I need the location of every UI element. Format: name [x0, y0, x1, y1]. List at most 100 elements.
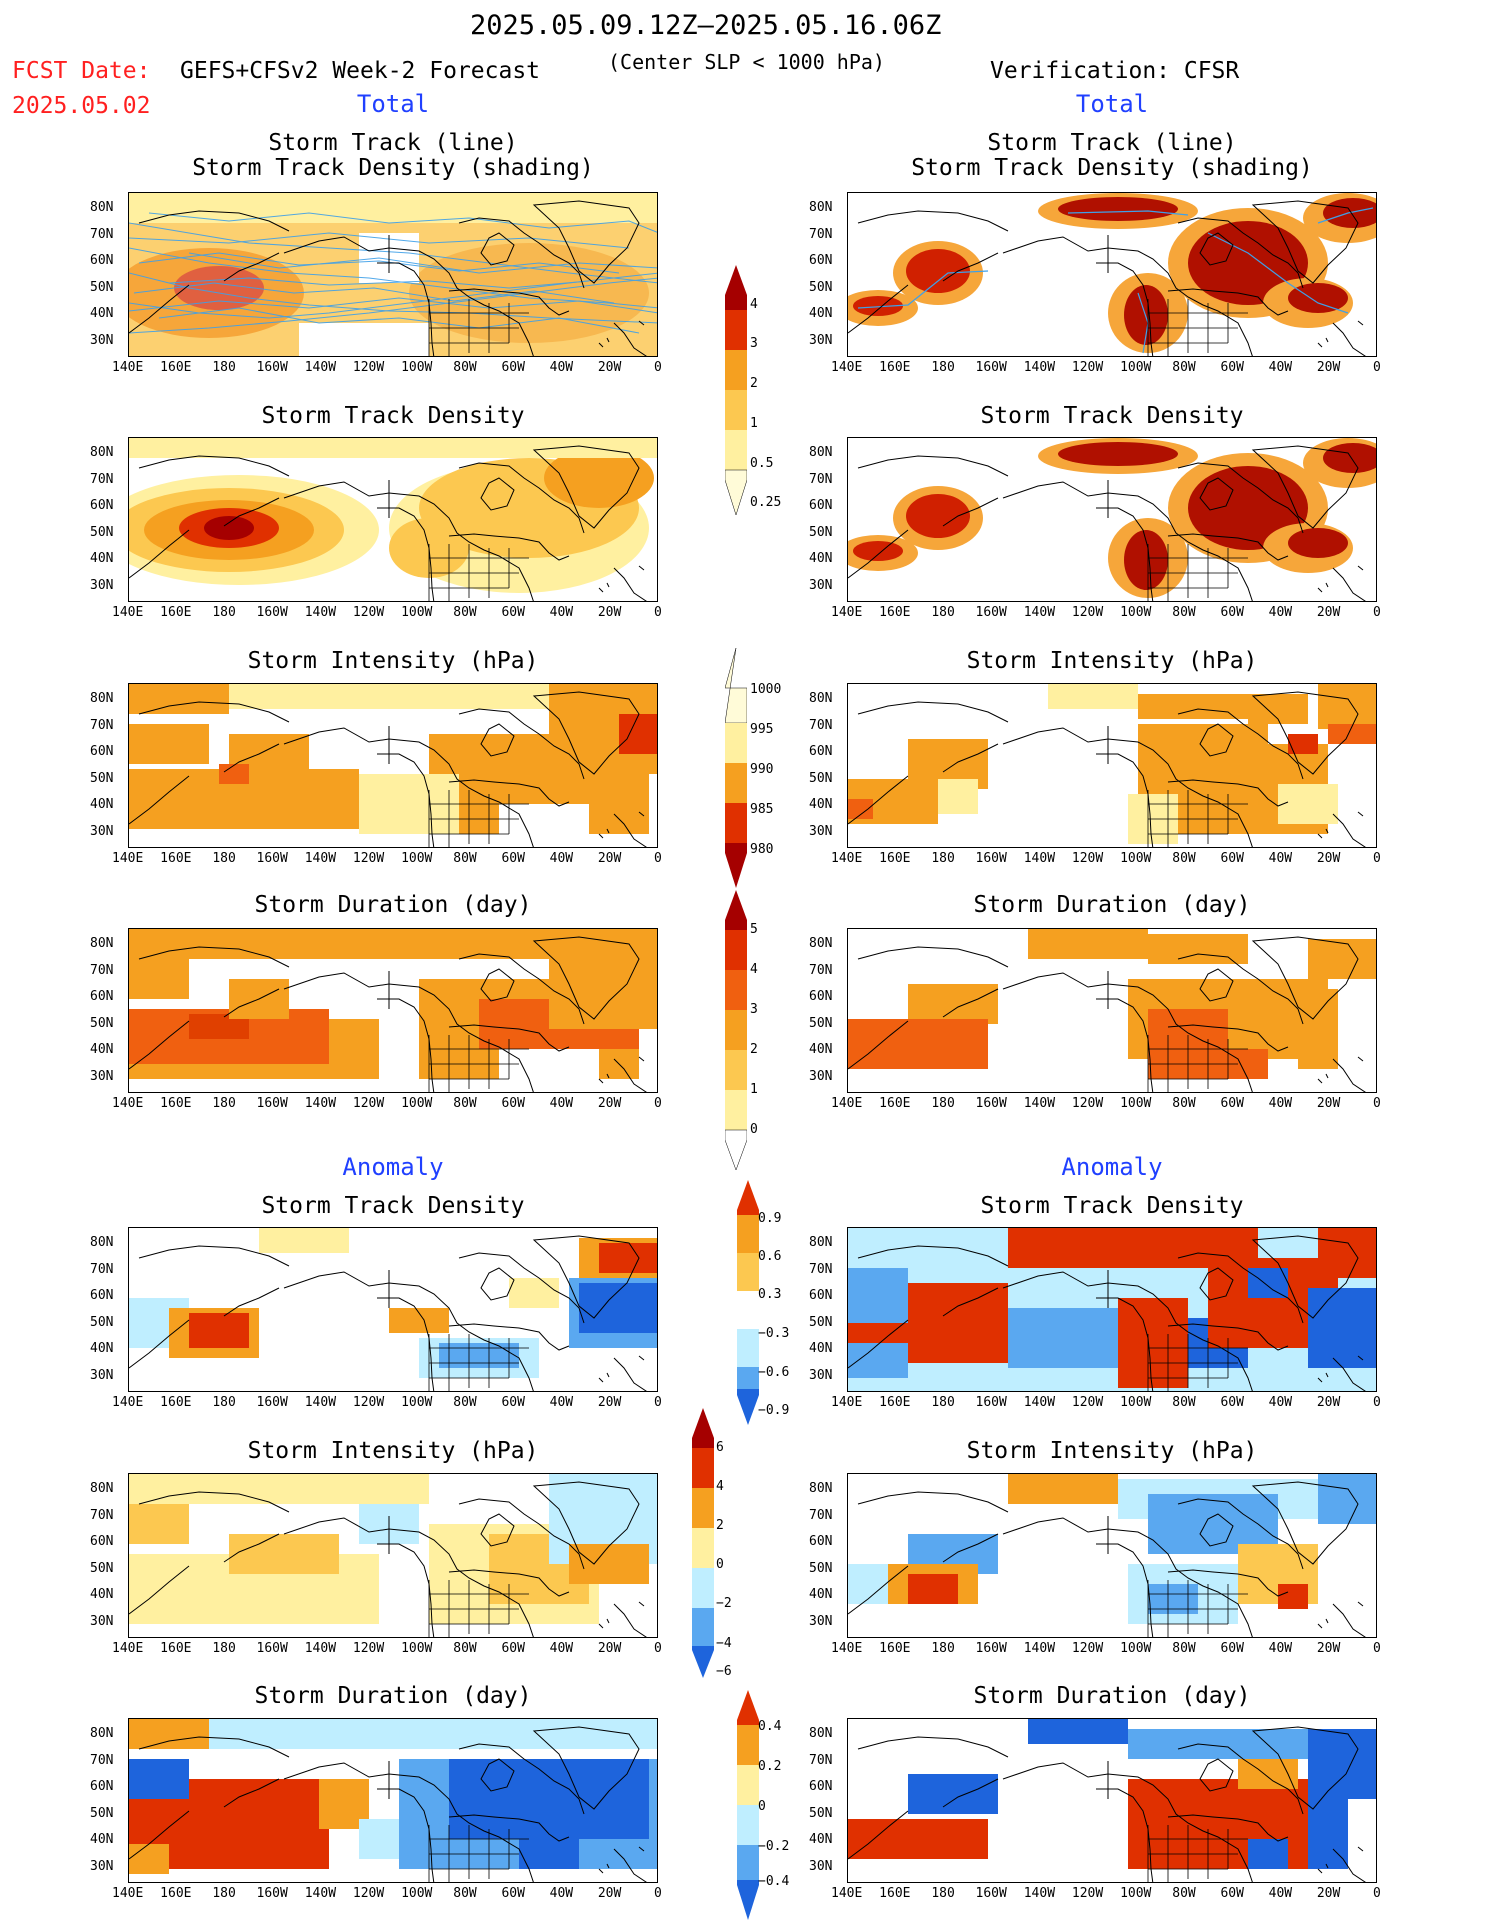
- lon-tick-label: 20W: [1316, 1096, 1341, 1111]
- lat-tick-label: 60N: [809, 744, 833, 760]
- lon-tick-label: 0: [654, 360, 662, 375]
- lon-tick-label: 40W: [1268, 1395, 1293, 1410]
- lon-tick-label: 40W: [549, 851, 574, 866]
- lon-tick-label: 80W: [1172, 360, 1196, 375]
- lon-tick-label: 140W: [1023, 851, 1056, 866]
- lon-tick-label: 0: [1373, 1641, 1381, 1656]
- colorbar-duration-total: [725, 890, 747, 1170]
- lon-tick-label: 60W: [501, 1096, 525, 1111]
- lon-tick-label: 20W: [597, 1395, 622, 1410]
- lon-tick-label: 140W: [1023, 1641, 1056, 1656]
- lon-tick-label: 160W: [975, 1096, 1007, 1111]
- lon-tick-label: 40W: [549, 1886, 574, 1901]
- lon-tick-label: 80W: [1172, 1096, 1196, 1111]
- lon-tick-label: 0: [654, 1886, 662, 1901]
- lat-tick-label: 80N: [90, 1481, 114, 1496]
- cb-intensity-anom-m4: −4: [716, 1636, 732, 1651]
- lat-tick-label: 70N: [90, 1261, 114, 1277]
- lon-tick-label: 160E: [879, 1641, 911, 1656]
- fcst-date-label: FCST Date:: [12, 58, 151, 84]
- cb-density-total-3: 3: [750, 336, 758, 351]
- lon-tick-label: 140E: [112, 851, 144, 866]
- lon-tick-label: 60W: [501, 360, 525, 375]
- lon-tick-label: 60W: [1220, 360, 1244, 375]
- cb-duration-total-0: 0: [750, 1122, 758, 1137]
- cb-duration-anom-0: 0: [758, 1799, 766, 1814]
- lon-tick-label: 120W: [352, 1395, 385, 1410]
- lat-tick-label: 60N: [90, 498, 114, 514]
- lon-tick-label: 20W: [1316, 851, 1341, 866]
- map-left-anom-density: [128, 1227, 658, 1392]
- lat-tick-label: 80N: [809, 936, 833, 951]
- lon-tick-label: 140W: [304, 360, 337, 375]
- lon-tick-label: 180: [931, 1096, 955, 1111]
- lon-tick-label: 120W: [1071, 360, 1104, 375]
- lat-tick-label: 50N: [809, 770, 833, 786]
- cb-duration-total-2: 2: [750, 1042, 758, 1057]
- lat-tick-label: 50N: [90, 1015, 114, 1031]
- left-density-title: Storm Track Density: [261, 403, 525, 429]
- lon-tick-label: 180: [212, 1395, 236, 1410]
- lat-tick-label: 70N: [90, 717, 114, 733]
- right-total-label: Total: [1075, 90, 1149, 118]
- lat-tick-label: 50N: [809, 1015, 833, 1031]
- lon-tick-label: 20W: [1316, 605, 1341, 620]
- lon-tick-label: 120W: [352, 1641, 385, 1656]
- lat-tick-label: 40N: [809, 797, 833, 813]
- cb-intensity-total-980: 980: [750, 842, 774, 857]
- lat-tick-label: 70N: [90, 471, 114, 487]
- lon-tick-label: 160E: [879, 360, 911, 375]
- lon-tick-label: 120W: [1071, 1641, 1104, 1656]
- lon-tick-label: 120W: [1071, 1096, 1104, 1111]
- lon-tick-label: 40W: [1268, 1641, 1293, 1656]
- lat-tick-label: 30N: [809, 1859, 833, 1875]
- lon-tick-label: 180: [931, 1395, 955, 1410]
- lon-tick-label: 20W: [597, 1886, 622, 1901]
- lon-tick-label: 180: [212, 605, 236, 620]
- lon-tick-label: 40W: [549, 1641, 574, 1656]
- lat-tick-label: 30N: [90, 1368, 114, 1384]
- lon-tick-label: 100W: [1120, 1096, 1152, 1111]
- colorbar-intensity-anom: [692, 1408, 714, 1678]
- lon-tick-label: 60W: [1220, 1096, 1244, 1111]
- lat-tick-label: 40N: [90, 306, 114, 322]
- lon-tick-label: 120W: [352, 360, 385, 375]
- map-left-track-line: [128, 192, 658, 357]
- lon-tick-label: 100W: [401, 851, 433, 866]
- lon-tick-label: 20W: [1316, 1886, 1341, 1901]
- lon-tick-label: 140E: [112, 1641, 144, 1656]
- lat-tick-label: 30N: [90, 1859, 114, 1875]
- lat-tick-label: 80N: [90, 445, 114, 460]
- lat-tick-label: 30N: [809, 1368, 833, 1384]
- fcst-date-value: 2025.05.02: [12, 93, 151, 119]
- cb-density-total-025: 0.25: [750, 495, 782, 510]
- map-right-track-density: [847, 437, 1377, 602]
- lon-tick-label: 180: [931, 851, 955, 866]
- lon-tick-label: 40W: [1268, 1096, 1293, 1111]
- lat-tick-label: 40N: [809, 1341, 833, 1357]
- cb-intensity-total-990: 990: [750, 762, 774, 777]
- left-anom-duration-title: Storm Duration (day): [254, 1683, 532, 1709]
- lon-tick-label: 80W: [1172, 1886, 1196, 1901]
- lat-tick-label: 50N: [809, 1314, 833, 1330]
- lon-tick-label: 80W: [453, 1096, 477, 1111]
- lon-tick-label: 140E: [831, 1096, 863, 1111]
- lon-tick-label: 140E: [112, 1395, 144, 1410]
- lat-tick-label: 30N: [809, 578, 833, 594]
- lon-tick-label: 140W: [304, 1395, 337, 1410]
- lat-tick-label: 60N: [809, 1288, 833, 1304]
- lon-tick-label: 180: [931, 605, 955, 620]
- lon-tick-label: 60W: [1220, 851, 1244, 866]
- lon-tick-label: 160W: [256, 1886, 288, 1901]
- product-label: GEFS+CFSv2 Week-2 Forecast: [180, 58, 541, 84]
- cb-intensity-total-995: 995: [750, 722, 774, 737]
- lon-tick-label: 140E: [831, 851, 863, 866]
- lon-tick-label: 80W: [453, 1886, 477, 1901]
- lon-tick-label: 140E: [831, 1886, 863, 1901]
- lon-tick-label: 140E: [831, 1641, 863, 1656]
- lat-tick-label: 40N: [809, 1832, 833, 1848]
- lon-tick-label: 40W: [549, 1395, 574, 1410]
- map-left-duration: [128, 928, 658, 1093]
- lat-tick-label: 70N: [90, 1752, 114, 1768]
- lon-tick-label: 100W: [1120, 851, 1152, 866]
